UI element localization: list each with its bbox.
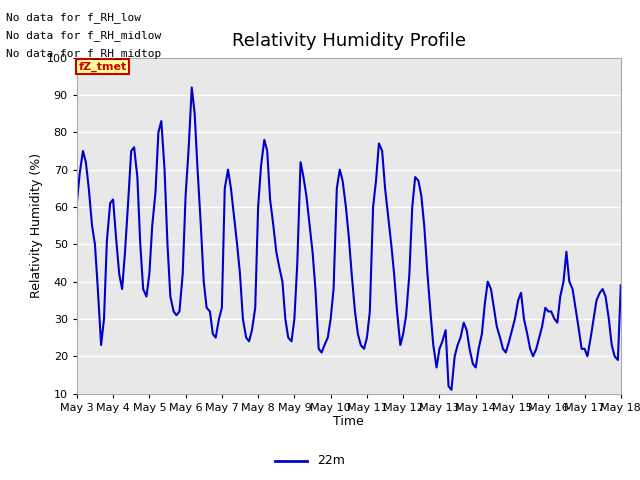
Text: No data for f_RH_midtop: No data for f_RH_midtop <box>6 48 162 60</box>
Text: No data for f_RH_low: No data for f_RH_low <box>6 12 141 23</box>
Y-axis label: Relativity Humidity (%): Relativity Humidity (%) <box>29 153 43 298</box>
X-axis label: Time: Time <box>333 415 364 429</box>
Text: fZ_tmet: fZ_tmet <box>79 61 127 72</box>
Text: 22m: 22m <box>317 454 345 468</box>
Text: No data for f_RH_midlow: No data for f_RH_midlow <box>6 30 162 41</box>
Title: Relativity Humidity Profile: Relativity Humidity Profile <box>232 33 466 50</box>
